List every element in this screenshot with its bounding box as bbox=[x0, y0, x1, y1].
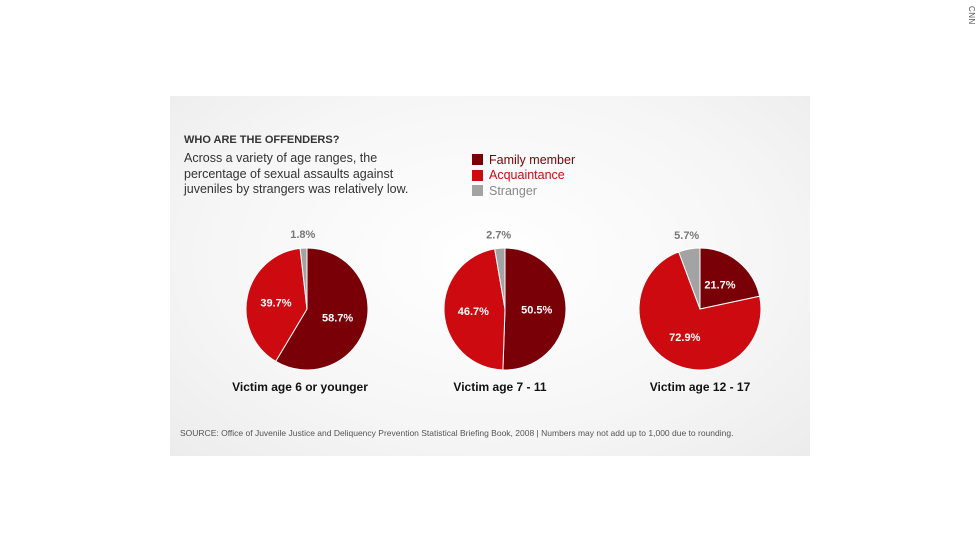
legend-label-acquaintance: Acquaintance bbox=[489, 168, 565, 183]
pie-1-label-family: 50.5% bbox=[521, 305, 552, 317]
legend-item-family: Family member bbox=[472, 152, 575, 168]
legend: Family member Acquaintance Stranger bbox=[472, 152, 575, 199]
legend-item-stranger: Stranger bbox=[472, 183, 575, 199]
pie-0-slice-family bbox=[274, 247, 369, 371]
pie-caption-0: Victim age 6 or younger bbox=[232, 380, 368, 394]
pie-2-label-family: 21.7% bbox=[704, 279, 735, 291]
pie-caption-2: Victim age 12 - 17 bbox=[649, 380, 751, 394]
legend-label-stranger: Stranger bbox=[489, 183, 537, 198]
pie-1-slice-family bbox=[502, 247, 567, 371]
pie-charts: 58.7% 39.7% 1.8% 50.5% 46.7% 2.7% 21.7% 72.9% 5.… bbox=[245, 229, 762, 371]
pie-2-label-acquaintance: 72.9% bbox=[669, 332, 700, 344]
pie-1-slice-stranger bbox=[494, 247, 506, 310]
legend-item-acquaintance: Acquaintance bbox=[472, 168, 575, 184]
pie-2-label-stranger: 5.7% bbox=[674, 230, 699, 242]
legend-swatch-family bbox=[472, 154, 483, 166]
pie-1-slice-acquaintance bbox=[443, 248, 506, 371]
pie-caption-1: Victim age 7 - 11 bbox=[453, 380, 547, 394]
pie-0-label-family: 58.7% bbox=[322, 312, 353, 324]
pie-0-label-acquaintance: 39.7% bbox=[260, 297, 291, 309]
legend-swatch-acquaintance bbox=[472, 169, 483, 181]
pie-2-slice-acquaintance bbox=[638, 251, 762, 371]
source-note: SOURCE: Office of Juvenile Justice and D… bbox=[180, 428, 734, 438]
chart-subtitle: Across a variety of age ranges, the perc… bbox=[184, 151, 409, 196]
chart-panel: WHO ARE THE OFFENDERS? Across a variety … bbox=[170, 96, 810, 456]
pie-1-label-stranger: 2.7% bbox=[486, 229, 511, 241]
legend-swatch-stranger bbox=[472, 185, 483, 197]
pie-1-label-acquaintance: 46.7% bbox=[458, 306, 489, 318]
pie-2-slice-stranger bbox=[678, 247, 701, 310]
cnn-watermark: CNN bbox=[967, 6, 976, 25]
chart-title: WHO ARE THE OFFENDERS? bbox=[184, 134, 340, 146]
pie-0-label-stranger: 1.8% bbox=[290, 229, 315, 241]
pie-0-slice-stranger bbox=[299, 247, 308, 310]
legend-label-family: Family member bbox=[489, 152, 576, 167]
pie-2-slice-family bbox=[699, 247, 761, 310]
pie-0-slice-acquaintance bbox=[245, 247, 308, 363]
